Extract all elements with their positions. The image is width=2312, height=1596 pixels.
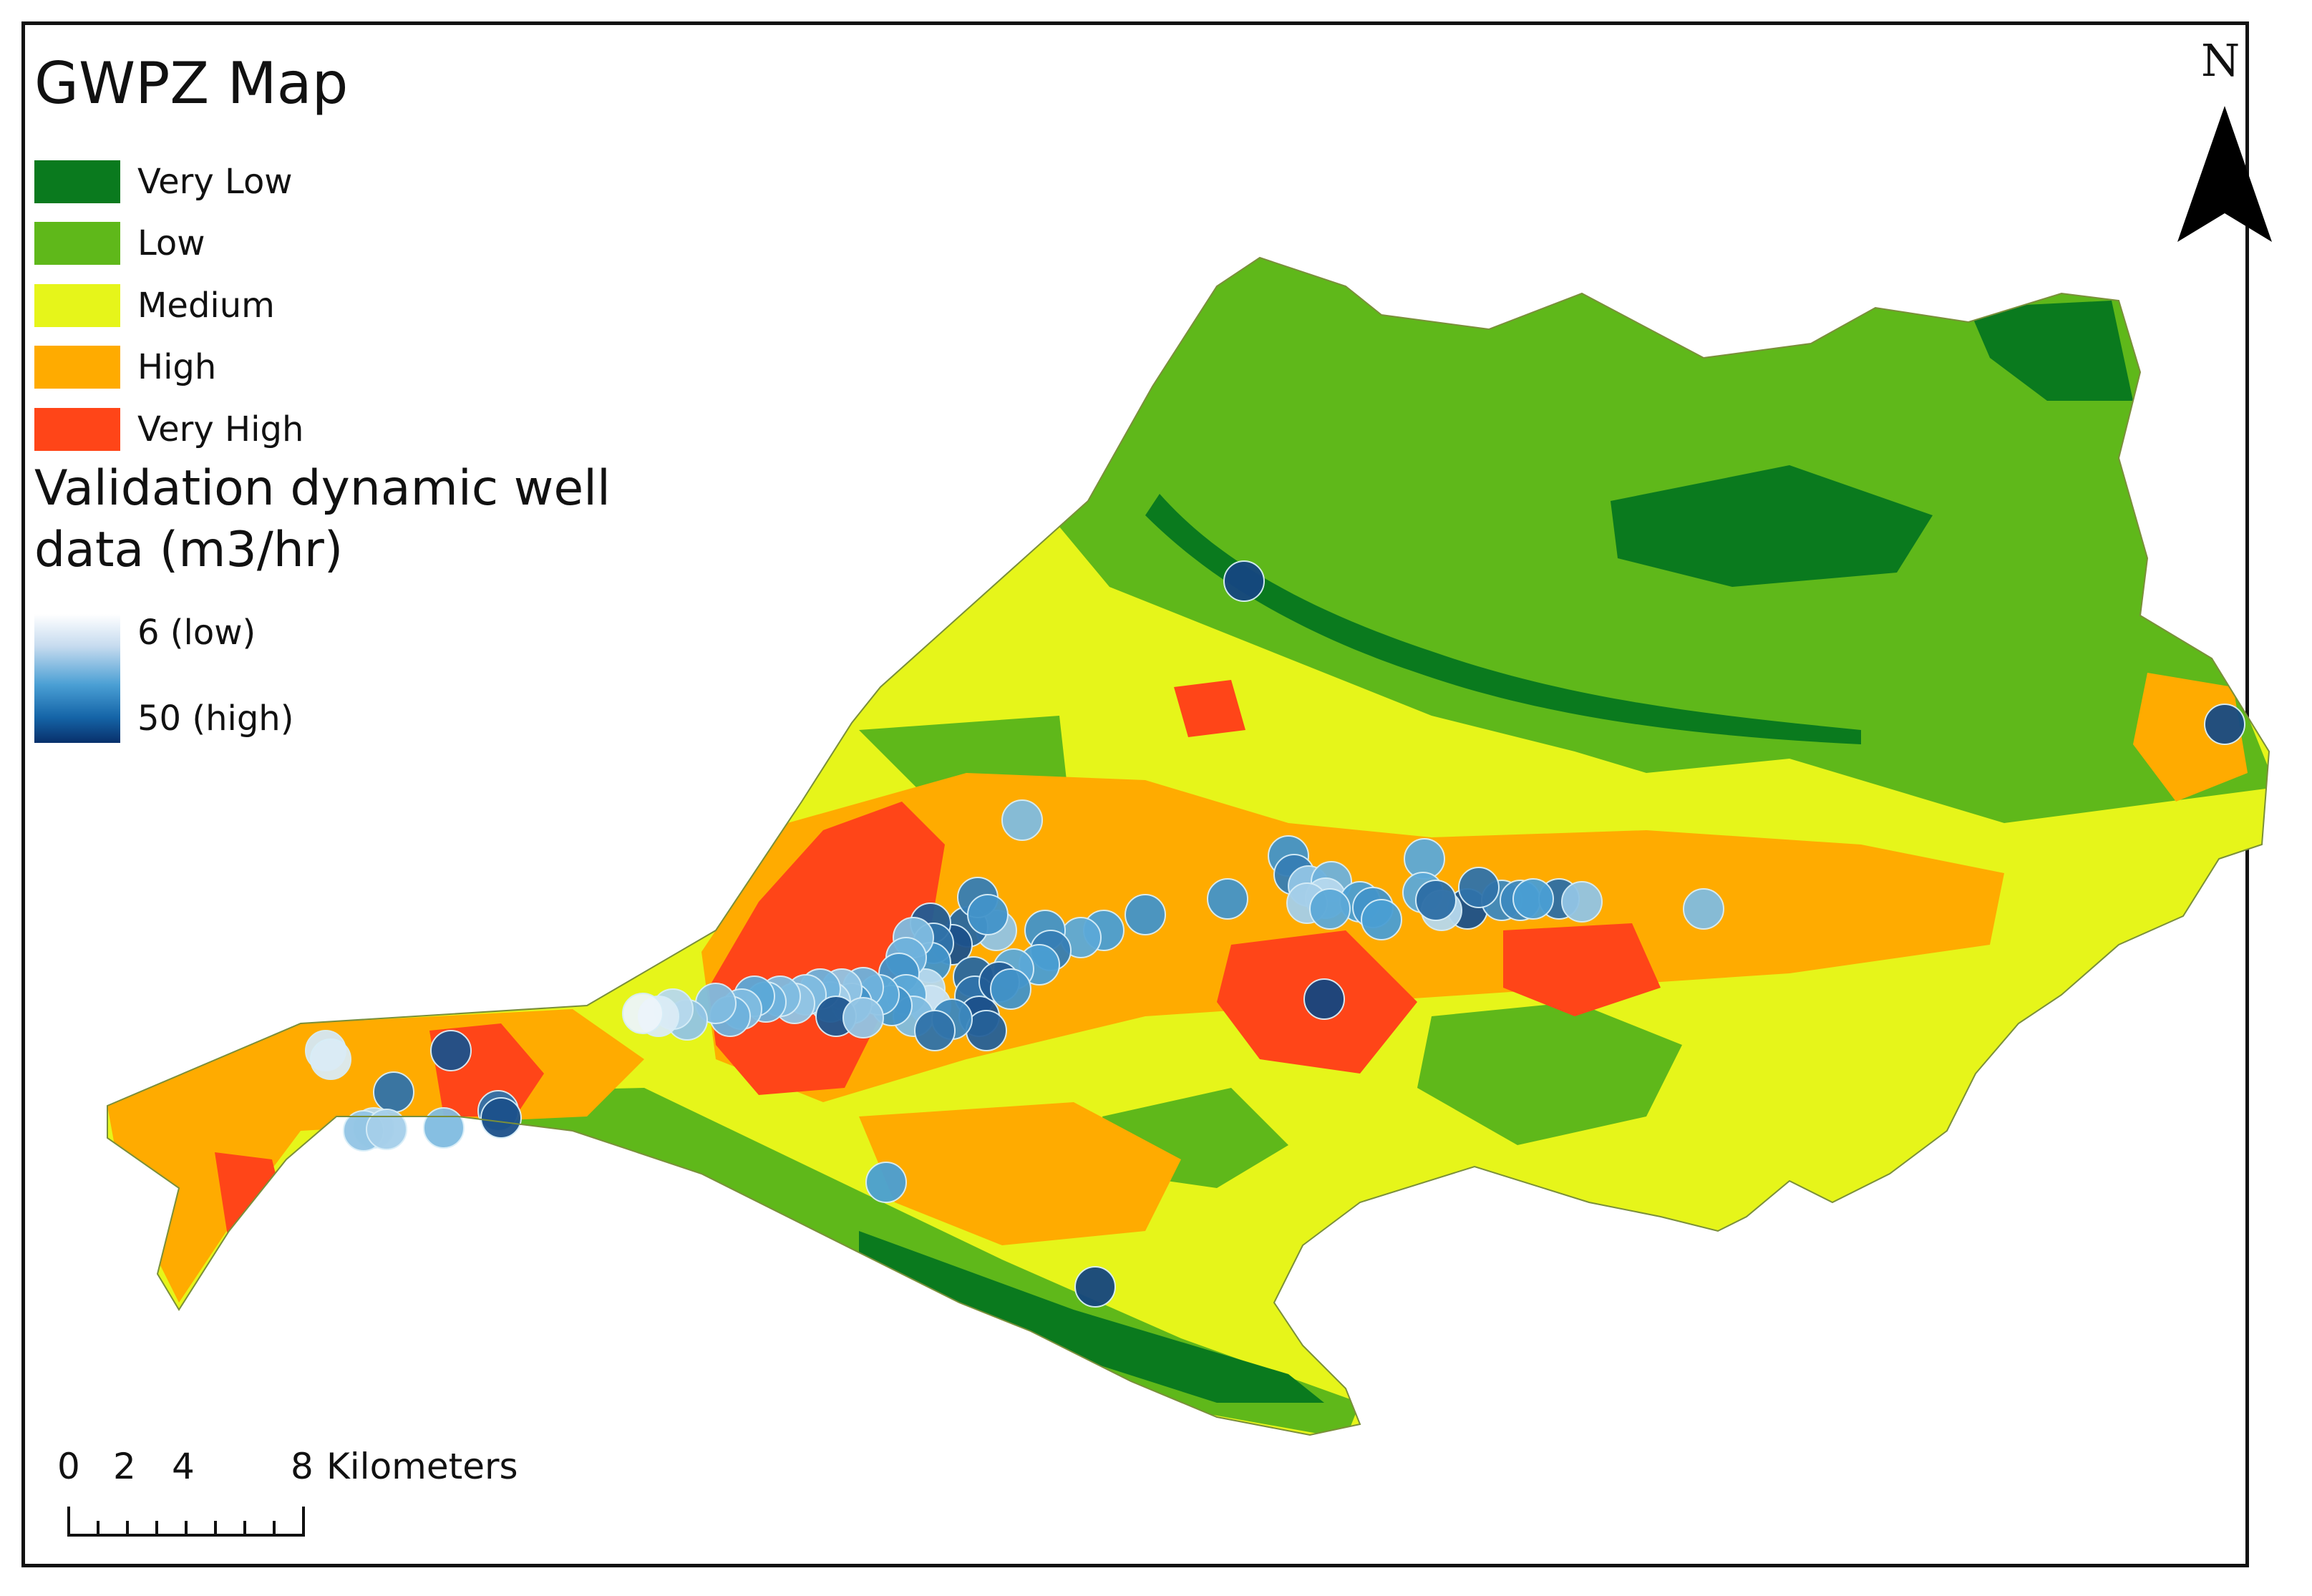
north-arrow-icon <box>2177 106 2272 242</box>
legend-label-low: Low <box>137 223 205 263</box>
well-marker <box>1361 899 1402 940</box>
zone-very-low-south-band <box>859 1231 1324 1403</box>
well-marker <box>373 1071 414 1113</box>
legend-swatch-high <box>34 346 120 389</box>
legend-label-medium: Medium <box>137 286 275 326</box>
well-marker <box>366 1109 407 1150</box>
well-marker <box>1125 894 1166 935</box>
legend-swatch-medium <box>34 284 120 327</box>
well-marker <box>1415 880 1457 921</box>
scale-tick-4: 4 <box>172 1446 195 1487</box>
well-marker <box>842 997 884 1038</box>
scale-tick-8: 8 <box>291 1446 314 1487</box>
well-marker <box>1001 799 1043 841</box>
legend-swatch-low <box>34 222 120 265</box>
well-marker <box>1458 867 1500 908</box>
validation-legend-title: Validation dynamic well data (m3/hr) <box>34 460 611 578</box>
well-marker <box>480 1097 522 1139</box>
zone-high-west-lobe <box>107 1009 644 1303</box>
well-marker <box>967 894 1009 935</box>
legend-item-very-high: Very High <box>34 407 303 452</box>
well-marker <box>430 1030 472 1071</box>
validation-color-ramp <box>34 614 120 743</box>
well-marker <box>1561 881 1603 923</box>
zone-very-high-east-centre <box>1503 923 1661 1016</box>
zone-very-low-ridge <box>1611 465 1933 587</box>
scale-unit: Kilometers <box>326 1446 518 1487</box>
well-marker <box>1303 978 1345 1020</box>
well-marker <box>1074 1266 1116 1308</box>
well-marker <box>2204 704 2245 745</box>
legend-item-high: High <box>34 344 216 390</box>
legend-item-very-low: Very Low <box>34 159 293 205</box>
scale-tick-2: 2 <box>113 1446 136 1487</box>
well-marker <box>1223 560 1265 602</box>
zone-very-low-east <box>1968 301 2133 401</box>
well-marker <box>310 1038 351 1080</box>
validation-low-label: 6 (low) <box>137 613 256 653</box>
zone-low-southeast <box>1417 1002 1682 1145</box>
legend-swatch-very-high <box>34 408 120 451</box>
zone-very-high-north-patch <box>1174 680 1245 737</box>
well-marker <box>423 1107 465 1149</box>
validation-high-label: 50 (high) <box>137 699 294 739</box>
well-marker <box>914 1010 956 1051</box>
north-label: N <box>2201 34 2240 87</box>
well-marker <box>865 1162 907 1203</box>
well-marker <box>1207 878 1248 920</box>
zone-high-south-middle <box>859 1102 1181 1245</box>
well-marker <box>1309 888 1351 930</box>
well-marker <box>1512 878 1554 920</box>
legend-label-very-high: Very High <box>137 409 304 449</box>
validation-wells <box>305 560 2245 1308</box>
legend-item-low: Low <box>34 220 205 266</box>
legend-swatch-very-low <box>34 160 120 203</box>
legend-label-high: High <box>137 347 217 387</box>
scale-tick-0: 0 <box>57 1446 80 1487</box>
well-marker <box>622 993 664 1034</box>
well-marker <box>990 968 1031 1010</box>
legend-item-medium: Medium <box>34 283 275 329</box>
scale-bar <box>67 1507 305 1537</box>
legend-title: GWPZ Map <box>34 50 349 117</box>
legend-label-very-low: Very Low <box>137 162 293 202</box>
well-marker <box>1683 888 1724 930</box>
zone-very-low-north <box>1145 494 1861 744</box>
